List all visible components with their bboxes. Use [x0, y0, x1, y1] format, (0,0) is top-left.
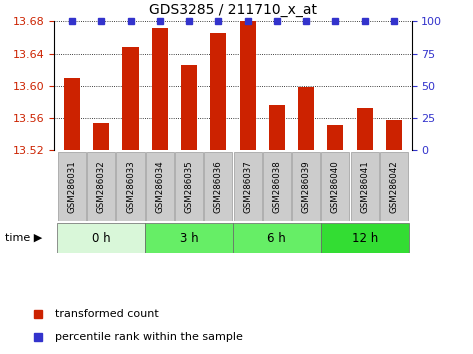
Bar [64, 78, 80, 150]
Bar [350, 152, 379, 221]
Text: GSM286032: GSM286032 [97, 160, 106, 213]
Bar [93, 123, 109, 150]
Title: GDS3285 / 211710_x_at: GDS3285 / 211710_x_at [149, 4, 317, 17]
Bar [210, 33, 227, 150]
Bar [181, 65, 197, 150]
Text: GSM286041: GSM286041 [360, 160, 369, 213]
Text: GSM286034: GSM286034 [155, 160, 164, 213]
Bar [386, 120, 402, 150]
Bar [57, 223, 145, 253]
Bar [152, 28, 168, 150]
Bar [87, 152, 115, 221]
Text: GSM286038: GSM286038 [272, 160, 281, 213]
Bar [263, 152, 291, 221]
Bar [327, 125, 343, 150]
Bar [269, 105, 285, 150]
Bar [116, 152, 145, 221]
Text: GSM286033: GSM286033 [126, 160, 135, 213]
Text: 12 h: 12 h [351, 232, 378, 245]
Text: GSM286036: GSM286036 [214, 160, 223, 213]
Text: transformed count: transformed count [55, 309, 159, 319]
Bar [380, 152, 408, 221]
Text: GSM286042: GSM286042 [389, 160, 398, 213]
Text: percentile rank within the sample: percentile rank within the sample [55, 332, 244, 342]
Bar [298, 87, 314, 150]
Text: GSM286040: GSM286040 [331, 160, 340, 213]
Bar [175, 152, 203, 221]
Text: 3 h: 3 h [180, 232, 198, 245]
Bar [204, 152, 232, 221]
Bar [58, 152, 86, 221]
Text: GSM286039: GSM286039 [302, 160, 311, 213]
Text: GSM286035: GSM286035 [184, 160, 193, 213]
Bar [321, 152, 350, 221]
Bar [123, 47, 139, 150]
Bar [292, 152, 320, 221]
Bar [357, 108, 373, 150]
Bar [234, 152, 262, 221]
Text: 6 h: 6 h [268, 232, 286, 245]
Bar [146, 152, 174, 221]
Bar [233, 223, 321, 253]
Text: GSM286037: GSM286037 [243, 160, 252, 213]
Bar [145, 223, 233, 253]
Bar [239, 19, 255, 150]
Text: 0 h: 0 h [92, 232, 111, 245]
Bar [321, 223, 409, 253]
Text: GSM286031: GSM286031 [68, 160, 77, 213]
Text: time ▶: time ▶ [5, 233, 42, 243]
